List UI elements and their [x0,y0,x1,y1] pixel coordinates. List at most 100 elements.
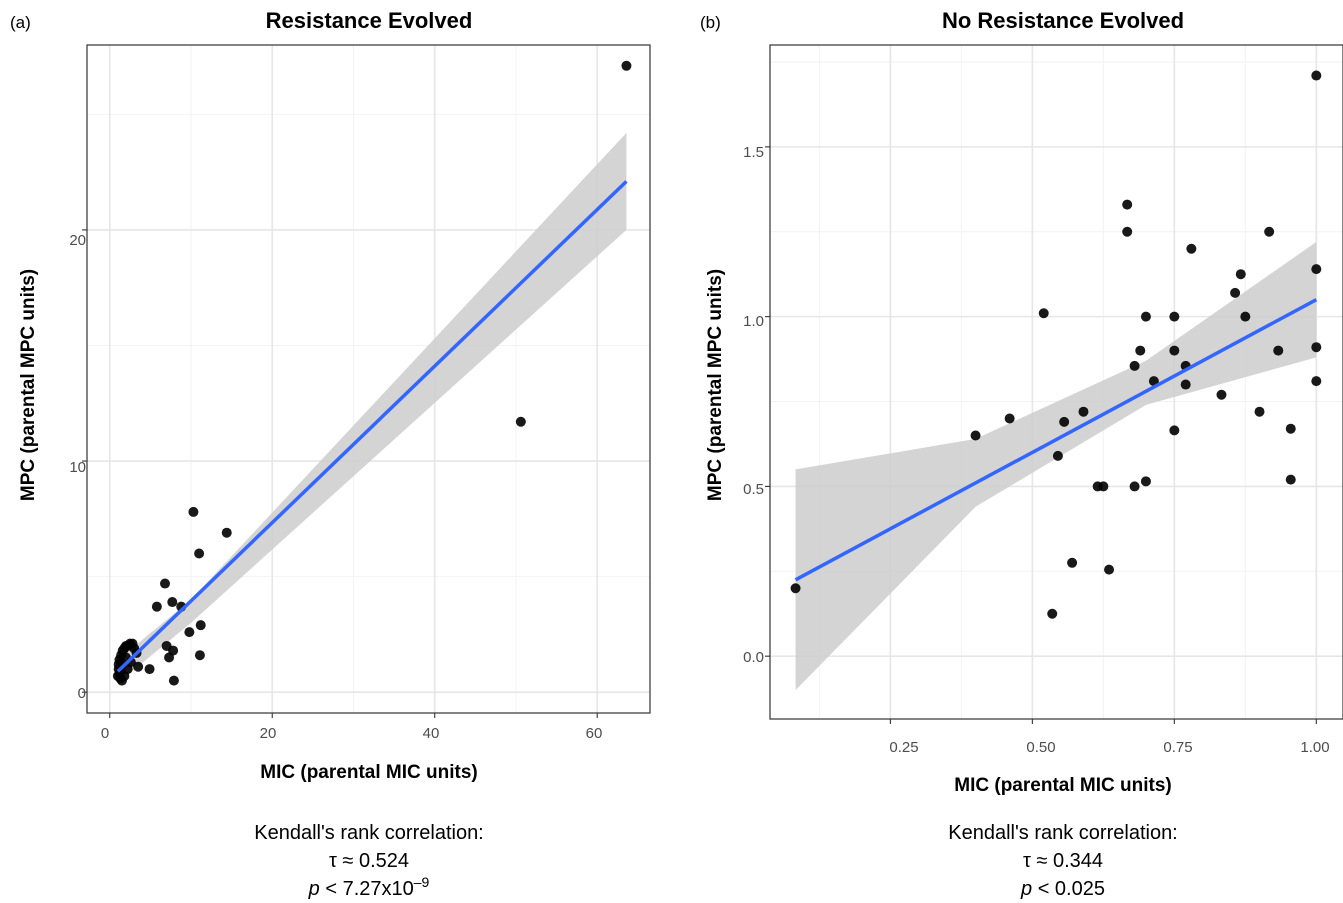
data-point [1180,379,1191,390]
panel-a-y-tick-label: 10 [69,459,86,476]
panel-b-y-tick-label: 1.5 [743,144,764,161]
plot-background [87,45,650,713]
data-point [1038,308,1049,319]
panel-a-y-tick-label: 0 [78,685,86,702]
panel-a-y-tick-labels: 0 10 20 [69,232,86,702]
data-point [1135,345,1146,356]
data-point [1311,342,1322,353]
panel-a-p-exponent: –9 [414,874,430,890]
data-point [1235,269,1246,280]
data-point [112,671,123,682]
panel-b-plot-area [765,44,1343,724]
data-point [167,597,178,608]
data-point [221,527,232,538]
panel-a-x-tick-label: 20 [260,725,277,742]
data-point [1059,416,1070,427]
data-point [164,652,175,663]
data-point [1216,389,1227,400]
data-point [144,664,155,675]
data-point [1078,406,1089,417]
panel-a-plot-area [82,44,651,718]
data-point [1311,376,1322,387]
data-point [1148,376,1159,387]
panel-b-p-text: < 0.025 [1032,878,1105,900]
panel-a-p-value: p < 7.27x10–9 [308,874,430,900]
data-point [1104,564,1115,575]
data-point [1122,199,1133,210]
panel-b-y-tick-labels: 0.0 0.5 1.0 1.5 [743,144,764,666]
data-point [970,430,981,441]
data-point [1311,70,1322,81]
panel-a-x-tick-labels: 0 20 40 60 [101,725,603,742]
data-point [1067,557,1078,568]
panel-a-letter: (a) [10,13,31,32]
data-point [1140,311,1151,322]
panel-a-p-text: < 7.27x10 [320,878,414,900]
data-point [1230,287,1241,298]
panel-a-tau: τ ≈ 0.524 [329,850,409,872]
confidence-band [117,132,627,683]
data-point [790,583,801,594]
panel-a-title: Resistance Evolved [266,8,473,33]
panel-b-tau: τ ≈ 0.344 [1023,850,1103,872]
data-point [1285,423,1296,434]
data-point [188,506,199,517]
plot-border [86,44,651,714]
regression-line [116,180,628,673]
panel-b-x-tick-label: 0.25 [889,739,918,756]
data-point [168,675,179,686]
panel-a-x-tick-label: 40 [423,725,440,742]
panel-a-p-symbol: p [308,878,320,900]
plot-border [769,44,1343,720]
data-point [1285,474,1296,485]
panel-b-y-tick-label: 0.0 [743,649,764,666]
panel-a-x-tick-label: 60 [586,725,603,742]
panel-b-letter: (b) [700,13,721,32]
data-point [1052,450,1063,461]
data-point [1264,226,1275,237]
data-point [1122,226,1133,237]
data-point [1169,311,1180,322]
panel-b-y-tick-label: 0.5 [743,481,764,498]
regression-line [794,298,1318,582]
data-point [1186,243,1197,254]
panel-b-x-axis-label: MIC (parental MIC units) [954,775,1171,796]
data-point [159,578,170,589]
panel-b-p-symbol: p [1020,878,1032,900]
data-point [1129,360,1140,371]
data-point [1140,476,1151,487]
panel-b-x-tick-label: 0.50 [1026,739,1055,756]
data-point [1004,413,1015,424]
data-point [151,601,162,612]
panel-b-title: No Resistance Evolved [942,8,1184,33]
panel-b-stats-heading: Kendall's rank correlation: [948,822,1178,844]
panel-b-y-axis-label: MPC (parental MPC units) [705,269,726,501]
data-point [1240,311,1251,322]
panel-b-y-tick-label: 1.0 [743,313,764,330]
data-point [515,416,526,427]
data-point [1098,481,1109,492]
data-point [133,661,144,672]
panel-a-y-tick-label: 20 [69,232,86,249]
data-point [194,650,205,661]
data-point [1273,345,1284,356]
data-point [194,548,205,559]
confidence-band [795,241,1317,691]
panel-b-stats: Kendall's rank correlation: τ ≈ 0.344 p … [948,822,1178,900]
data-point [1311,264,1322,275]
data-point [1169,425,1180,436]
panel-a-stats: Kendall's rank correlation: τ ≈ 0.524 p … [254,822,484,900]
data-point [184,627,195,638]
data-point [195,620,206,631]
data-point [1047,608,1058,619]
panel-a-y-axis-label: MPC (parental MPC units) [18,269,39,501]
data-point [1169,345,1180,356]
panel-b-x-tick-label: 1.00 [1300,739,1329,756]
panel-b-p-value: p < 0.025 [1020,878,1105,900]
data-point [621,60,632,71]
panel-b-x-tick-labels: 0.25 0.50 0.75 1.00 [889,739,1329,756]
panel-a-x-axis-label: MIC (parental MIC units) [260,762,477,783]
panel-b: (b) No Resistance Evolved 0.25 0.50 0.75… [700,8,1343,900]
panel-a: (a) Resistance Evolved 0 20 40 60 0 10 2… [10,8,651,900]
